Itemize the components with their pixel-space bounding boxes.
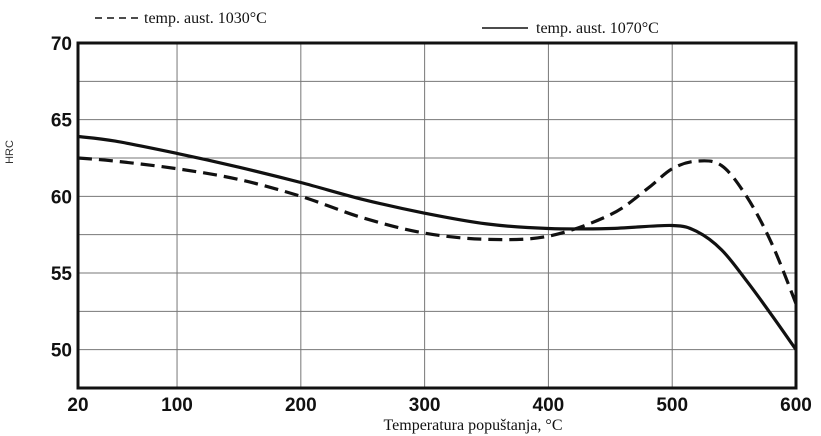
- x-tick-labels: 20 100 200 300 400 500 600: [67, 395, 811, 416]
- x-tick-label-300: 300: [409, 395, 441, 416]
- y-tick-label-55: 55: [51, 264, 73, 285]
- legend-label-1030: temp. aust. 1030°C: [144, 10, 267, 27]
- series-group: [77, 134, 798, 351]
- x-tick-label-100: 100: [161, 395, 193, 416]
- x-tick-label-400: 400: [533, 395, 565, 416]
- y-tick-label-50: 50: [51, 341, 72, 362]
- legend: temp. aust. 1030°C temp. aust. 1070°C: [95, 10, 659, 37]
- y-tick-label-65: 65: [51, 111, 73, 132]
- x-axis-label: Temperatura popuštanja, °C: [384, 417, 563, 434]
- y-tick-label-70: 70: [51, 34, 72, 55]
- x-tick-label-600: 600: [780, 395, 812, 416]
- x-tick-label-20: 20: [67, 395, 88, 416]
- series-line-1030: [77, 156, 798, 305]
- legend-label-1070: temp. aust. 1070°C: [536, 20, 659, 37]
- y-tick-labels: 50 55 60 65 70: [51, 34, 73, 362]
- plot-frame: [76, 41, 798, 390]
- x-tick-label-200: 200: [285, 395, 317, 416]
- y-axis-label: HRC: [4, 140, 16, 164]
- x-tick-label-500: 500: [656, 395, 688, 416]
- y-tick-label-60: 60: [51, 187, 72, 208]
- series-line-1070: [77, 134, 798, 351]
